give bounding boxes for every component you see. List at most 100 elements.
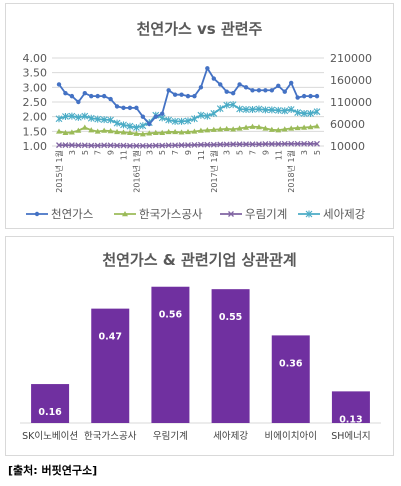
point-marker [229, 101, 237, 109]
point-marker [262, 106, 269, 114]
y2-tick-label: 210000 [330, 52, 372, 65]
point-marker [139, 142, 146, 149]
y2-tick-label: 60000 [330, 118, 365, 131]
point-marker [243, 141, 250, 148]
legend-item: 세아제강 [298, 207, 366, 221]
y-tick-label: 2.00 [23, 111, 48, 124]
x-tick-label: 9 [261, 150, 270, 155]
point-marker [159, 129, 166, 135]
point-marker [87, 114, 95, 122]
point-marker [81, 124, 88, 130]
point-marker [81, 142, 88, 149]
point-marker [178, 117, 185, 125]
legend-item: 우림기계 [220, 207, 287, 221]
point-marker [108, 96, 113, 102]
point-marker [314, 140, 320, 147]
point-marker [287, 105, 295, 113]
point-marker [166, 88, 171, 93]
point-marker [126, 129, 133, 135]
bar [331, 391, 370, 423]
y2-tick-label: 10000 [330, 140, 365, 153]
point-marker [94, 128, 101, 134]
point-marker [263, 88, 268, 93]
point-marker [185, 142, 191, 149]
point-marker [134, 105, 139, 111]
point-marker [68, 129, 75, 135]
y2-tick-label: 160000 [330, 74, 372, 87]
point-marker [184, 117, 192, 125]
point-marker [268, 126, 275, 132]
point-marker [140, 114, 146, 119]
point-marker [197, 111, 205, 119]
y-tick-label: 2.50 [23, 96, 48, 109]
point-marker [146, 130, 153, 136]
line-chart-panel: 천연가스 vs 관련주 1.00 1.50 2.00 2.50 3.00 3.50 4.00… [5, 3, 394, 229]
point-marker [152, 129, 159, 135]
category-label: 비에이치아이 [265, 430, 317, 442]
point-marker [282, 89, 287, 94]
point-marker [256, 88, 262, 93]
point-marker [288, 140, 295, 147]
point-marker [89, 93, 94, 99]
point-marker [179, 92, 184, 97]
point-marker [198, 85, 204, 90]
point-marker [120, 142, 127, 149]
x-tick-label: 3 [223, 150, 232, 155]
bar [151, 286, 190, 423]
point-marker [230, 91, 236, 96]
point-marker [268, 141, 275, 147]
category-label: 한국가스공사 [84, 431, 137, 442]
point-marker [307, 109, 314, 117]
x-tick-label: 3 [145, 150, 154, 155]
line-chart-svg: 1.00 1.502.00 2.50 3.003.50 4.00 10000 60000 11… [23, 52, 373, 221]
point-marker [223, 101, 231, 109]
legend-label: 한국가스공사 [139, 207, 203, 221]
point-marker [236, 125, 243, 131]
point-marker [249, 105, 256, 113]
bar-chart-title: 천연가스 & 관련기업 상관관계 [102, 251, 297, 269]
bar-value-label: 0.36 [279, 358, 303, 369]
point-marker [307, 140, 314, 147]
point-marker [139, 122, 147, 130]
point-marker [88, 127, 95, 133]
point-marker [81, 112, 89, 120]
point-marker [262, 125, 269, 131]
x-tick-label: 11 [197, 150, 206, 160]
point-marker [191, 141, 198, 148]
point-marker [101, 127, 108, 133]
point-marker [255, 141, 262, 148]
y-tick-label: 4.00 [23, 52, 48, 65]
point-marker [281, 126, 288, 132]
point-marker [294, 109, 302, 117]
point-marker [172, 92, 178, 97]
legend-item: 한국가스공사 [114, 207, 203, 221]
legend-label: 천연가스 [51, 207, 93, 221]
point-marker [313, 108, 321, 116]
point-marker [295, 95, 300, 100]
point-marker [107, 128, 114, 134]
point-marker [152, 142, 159, 149]
point-marker [153, 114, 158, 119]
point-marker [146, 142, 153, 149]
x-tick-label: 2016년 1월 [131, 150, 141, 193]
x-tick-label: 9 [184, 150, 193, 155]
point-marker [255, 124, 262, 130]
point-marker [288, 125, 295, 131]
point-marker [107, 116, 114, 124]
category-label: SK이노베이션 [22, 431, 78, 442]
point-marker [75, 142, 82, 149]
series-1 [56, 66, 320, 127]
y-tick-label: 1.00 [23, 140, 48, 153]
point-marker [165, 116, 173, 124]
point-marker [223, 125, 230, 132]
category-label: SH에너지 [331, 431, 370, 442]
point-marker [281, 140, 288, 147]
x-tick-label: 7 [249, 150, 258, 155]
bar [31, 384, 70, 423]
x-tick-label: 2018년 1월 [286, 150, 296, 193]
x-tick-label: 2015년 1월 [54, 150, 64, 193]
point-marker [185, 93, 191, 99]
point-marker [56, 142, 62, 149]
point-marker [276, 83, 281, 89]
point-marker [216, 105, 224, 113]
